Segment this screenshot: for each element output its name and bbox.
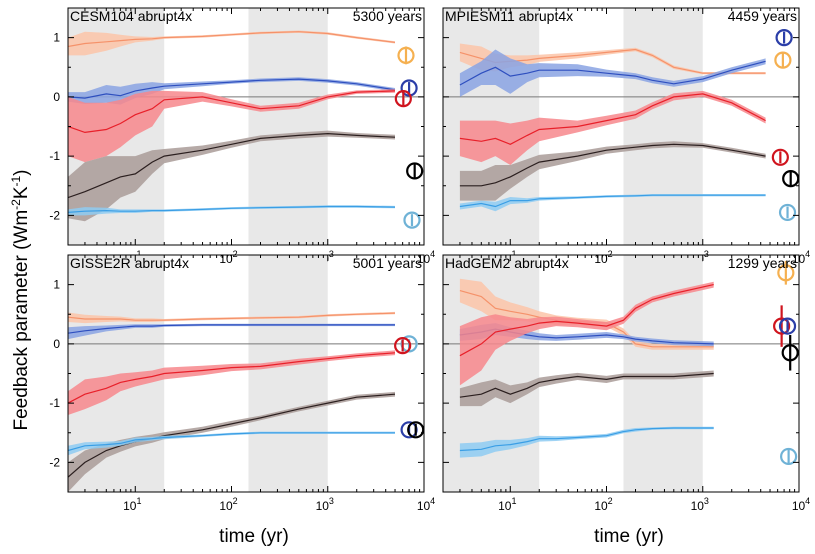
x-tick-label: 103 xyxy=(691,496,709,513)
series-band xyxy=(459,281,714,386)
series-band xyxy=(459,370,714,407)
panels: 1 0 -1 -2 101 102 103 104 CESM104 abrupt4x 5300 y… xyxy=(49,7,810,513)
plot-area xyxy=(68,8,424,245)
series-band xyxy=(68,431,395,456)
y-tick-label: -2 xyxy=(49,455,60,469)
series-line xyxy=(459,93,766,145)
ylabel-text-3: ) xyxy=(11,169,32,175)
estimate-marker xyxy=(394,90,412,108)
shaded-range xyxy=(248,255,328,492)
series-line xyxy=(68,205,396,213)
series-band xyxy=(68,350,395,415)
series-line xyxy=(68,432,395,452)
panel-title: HadGEM2 abrupt4x xyxy=(445,255,569,271)
x-axis-title-left: time (yr) xyxy=(219,526,289,547)
series-band xyxy=(68,77,395,105)
ylabel-text-2: K xyxy=(11,186,32,199)
series-band xyxy=(459,90,766,165)
series-band xyxy=(459,49,766,97)
panel-years: 5001 years xyxy=(353,255,422,271)
series-line xyxy=(68,324,395,334)
series-band xyxy=(68,30,395,56)
shaded-range xyxy=(623,8,703,245)
shaded-range xyxy=(443,255,540,492)
ylabel-sup-1: -2 xyxy=(9,199,23,210)
x-tick-label: 101 xyxy=(123,496,141,513)
x-tick-label: 102 xyxy=(594,496,612,513)
estimate-marker xyxy=(778,317,797,335)
estimate-marker xyxy=(406,162,424,180)
panel-years: 4459 years xyxy=(728,8,797,24)
estimate-marker xyxy=(775,29,793,47)
series-line xyxy=(459,194,766,208)
ylabel-sup-2: -1 xyxy=(9,175,23,186)
plot-area xyxy=(443,255,799,492)
x-tick-label: 102 xyxy=(219,496,237,513)
y-axis-title: Feedback parameter (Wm-2K-1) xyxy=(9,169,32,430)
estimate-marker xyxy=(394,337,412,355)
x-tick-label: 103 xyxy=(316,496,334,513)
series-band xyxy=(68,89,395,163)
series-line xyxy=(68,393,396,478)
series-line xyxy=(68,31,396,48)
series-line xyxy=(459,372,714,398)
y-tick-label: 0 xyxy=(53,337,60,351)
y-tick-label: -1 xyxy=(49,396,60,410)
series-line xyxy=(459,143,766,187)
estimate-marker xyxy=(778,203,797,222)
estimate-marker xyxy=(403,211,421,229)
x-tick-label: 101 xyxy=(498,496,516,513)
y-tick-label: -1 xyxy=(49,149,60,163)
series-line xyxy=(68,78,396,99)
panel-title: GISSE2R abrupt4x xyxy=(70,255,189,271)
series-band xyxy=(68,205,395,216)
panel-years: 5300 years xyxy=(353,8,422,24)
series-line xyxy=(459,284,714,357)
series-band xyxy=(459,43,766,75)
series-band xyxy=(459,194,766,212)
panel-years: 1299 years xyxy=(728,255,797,271)
series-line xyxy=(68,90,396,134)
shaded-range xyxy=(248,8,328,245)
x-tick-label-end: 104 xyxy=(417,496,435,513)
x-tick-label-end: 104 xyxy=(792,496,810,513)
y-tick-label: 1 xyxy=(53,278,60,292)
panel-title: CESM104 abrupt4x xyxy=(70,8,192,24)
series-band xyxy=(459,141,766,201)
estimate-marker xyxy=(782,170,800,188)
series-band xyxy=(68,323,395,340)
y-tick-label: 1 xyxy=(53,31,60,45)
series-band xyxy=(459,278,714,350)
plot-area xyxy=(68,255,424,492)
y-tick-label: 0 xyxy=(53,90,60,104)
estimate-marker xyxy=(407,421,425,439)
panel-3: 1 0 -1 -2 101 102 103 104 GISSE2R abrupt4x 5001 y… xyxy=(49,254,435,513)
plot-area xyxy=(443,8,799,245)
series-line xyxy=(68,312,396,321)
series-band xyxy=(68,130,395,222)
y-tick-label: -2 xyxy=(49,208,60,222)
series-line xyxy=(459,60,766,86)
series-band xyxy=(459,426,714,458)
panel-title: MPIESM11 abrupt4x xyxy=(445,8,573,24)
estimate-marker xyxy=(771,148,789,166)
estimate-marker xyxy=(780,447,798,466)
x-axis-title-right: time (yr) xyxy=(594,526,664,547)
ylabel-text-1: Feedback parameter (Wm xyxy=(11,210,32,431)
panel-4: 101 102 103 104 HadGEM2 abrupt4x 1299 years xyxy=(442,254,810,513)
series-line xyxy=(68,352,396,404)
estimate-marker xyxy=(774,51,792,69)
series-line xyxy=(459,427,714,452)
series-line xyxy=(68,132,396,199)
